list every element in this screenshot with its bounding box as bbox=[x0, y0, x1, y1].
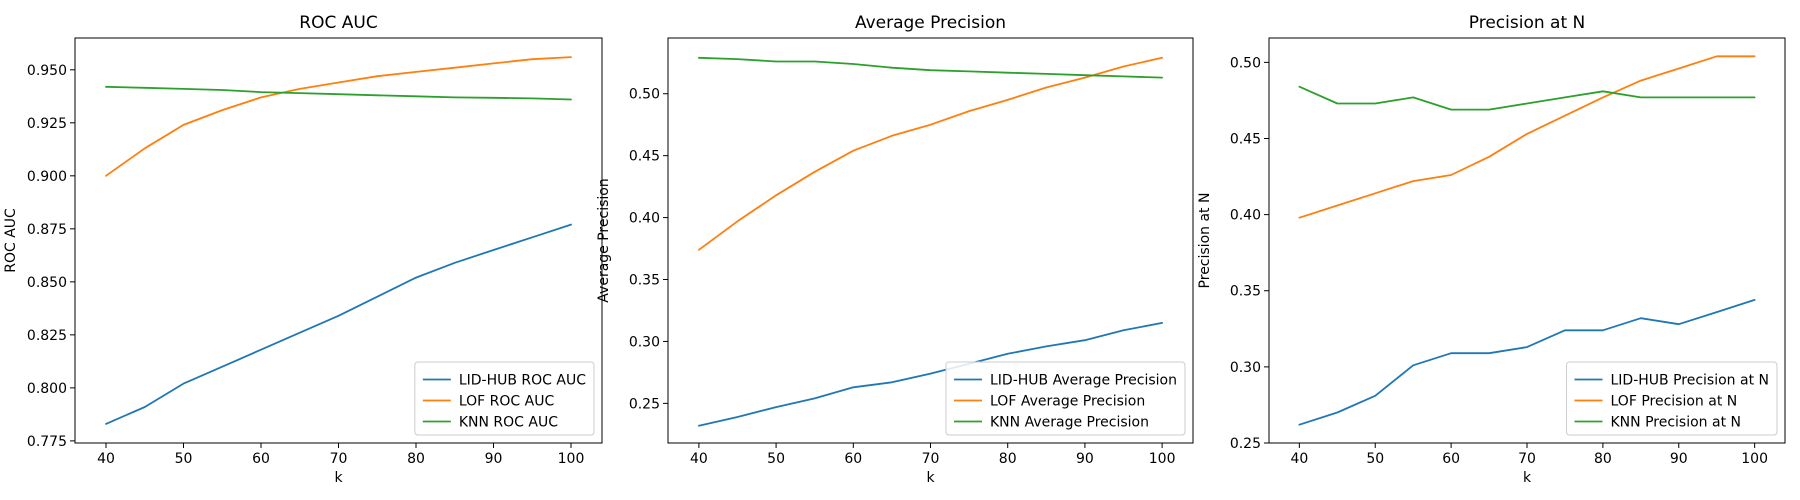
x-tick-label: 40 bbox=[97, 451, 115, 467]
chart-panel-2: Average Precision 40 50 60 70 80 90 100 0.25 0.30… bbox=[596, 13, 1194, 486]
x-tick-label: 60 bbox=[1442, 451, 1460, 467]
y-axis-label: Average Precision bbox=[596, 178, 612, 302]
y-tick-label: 0.50 bbox=[629, 87, 660, 103]
legend: LID-HUB Precision at N LOF Precision at N… bbox=[1566, 361, 1778, 436]
y-tick-label: 0.50 bbox=[1230, 55, 1261, 71]
y-tick-label: 0.40 bbox=[1230, 208, 1261, 224]
chart-panel-3: Precision at N 40 50 60 70 80 90 100 0.25 0.30 0.3… bbox=[1197, 13, 1786, 486]
legend-label: LOF ROC AUC bbox=[459, 394, 555, 410]
y-tick-label: 0.950 bbox=[27, 63, 67, 79]
legend-label: LOF Precision at N bbox=[1611, 394, 1738, 410]
series-line-2 bbox=[698, 56, 1163, 251]
x-tick-label: 100 bbox=[1741, 451, 1768, 467]
x-tick-label: 40 bbox=[1290, 451, 1308, 467]
y-tick-label: 0.850 bbox=[27, 275, 67, 291]
y-tick-label: 0.45 bbox=[1230, 131, 1261, 147]
x-tick-label: 80 bbox=[407, 451, 425, 467]
x-tick-label: 50 bbox=[1366, 451, 1384, 467]
series-line-2 bbox=[105, 56, 572, 177]
chart-title: Average Precision bbox=[855, 13, 1006, 33]
x-tick-label: 90 bbox=[485, 451, 503, 467]
legend-label: LID-HUB Average Precision bbox=[990, 373, 1177, 389]
y-tick-label: 0.40 bbox=[629, 211, 660, 227]
x-tick-label: 60 bbox=[844, 451, 862, 467]
series-line-1 bbox=[105, 223, 572, 425]
legend-label: KNN Precision at N bbox=[1611, 415, 1741, 431]
legend-label: KNN Average Precision bbox=[990, 415, 1149, 431]
x-tick-label: 40 bbox=[690, 451, 708, 467]
legend: LID-HUB ROC AUC LOF ROC AUC KNN ROC AUC bbox=[414, 361, 595, 436]
chart-title: ROC AUC bbox=[299, 13, 377, 33]
series-line-2 bbox=[1298, 55, 1756, 219]
y-tick-label: 0.925 bbox=[27, 116, 67, 132]
x-tick-label: 100 bbox=[1149, 451, 1176, 467]
chart-panel-1: ROC AUC 40 50 60 70 80 90 100 0.775 0.800 0.825 0.8… bbox=[3, 13, 603, 486]
y-tick-label: 0.30 bbox=[1230, 360, 1261, 376]
x-axis-label: k bbox=[926, 470, 935, 486]
y-axis-label: ROC AUC bbox=[3, 208, 19, 273]
legend-label: LOF Average Precision bbox=[990, 394, 1145, 410]
legend-box bbox=[414, 361, 595, 436]
x-tick-label: 80 bbox=[1594, 451, 1612, 467]
y-tick-label: 0.35 bbox=[629, 273, 660, 289]
x-tick-label: 70 bbox=[330, 451, 348, 467]
y-tick-label: 0.875 bbox=[27, 222, 67, 238]
y-tick-label: 0.775 bbox=[27, 434, 67, 450]
x-tick-label: 60 bbox=[252, 451, 270, 467]
legend-box bbox=[1566, 361, 1778, 436]
legend: LID-HUB Average Precision LOF Average Pre… bbox=[945, 361, 1186, 436]
y-tick-label: 0.30 bbox=[629, 334, 660, 350]
y-tick-label: 0.35 bbox=[1230, 284, 1261, 300]
y-tick-label: 0.900 bbox=[27, 169, 67, 185]
x-tick-label: 90 bbox=[1076, 451, 1094, 467]
x-tick-label: 50 bbox=[175, 451, 193, 467]
x-axis-label: k bbox=[1523, 470, 1532, 486]
x-tick-label: 70 bbox=[922, 451, 940, 467]
series-line-3 bbox=[698, 56, 1163, 79]
y-tick-label: 0.825 bbox=[27, 328, 67, 344]
y-tick-label: 0.45 bbox=[629, 149, 660, 165]
series-line-1 bbox=[698, 321, 1163, 427]
series-line-3 bbox=[1298, 85, 1756, 111]
series-line-3 bbox=[105, 85, 572, 101]
y-tick-label: 0.25 bbox=[1230, 436, 1261, 452]
x-axis-label: k bbox=[334, 470, 343, 486]
x-tick-label: 80 bbox=[999, 451, 1017, 467]
x-tick-label: 90 bbox=[1670, 451, 1688, 467]
chart-title: Precision at N bbox=[1469, 13, 1585, 33]
legend-label: KNN ROC AUC bbox=[459, 415, 558, 431]
legend-label: LID-HUB ROC AUC bbox=[459, 373, 586, 389]
y-tick-label: 0.800 bbox=[27, 381, 67, 397]
x-tick-label: 70 bbox=[1518, 451, 1536, 467]
y-axis-label: Precision at N bbox=[1197, 193, 1213, 289]
legend-box bbox=[945, 361, 1186, 436]
x-tick-label: 100 bbox=[558, 451, 585, 467]
x-tick-label: 50 bbox=[767, 451, 785, 467]
y-tick-label: 0.25 bbox=[629, 396, 660, 412]
legend-label: LID-HUB Precision at N bbox=[1611, 373, 1770, 389]
series-line-1 bbox=[1298, 298, 1756, 426]
